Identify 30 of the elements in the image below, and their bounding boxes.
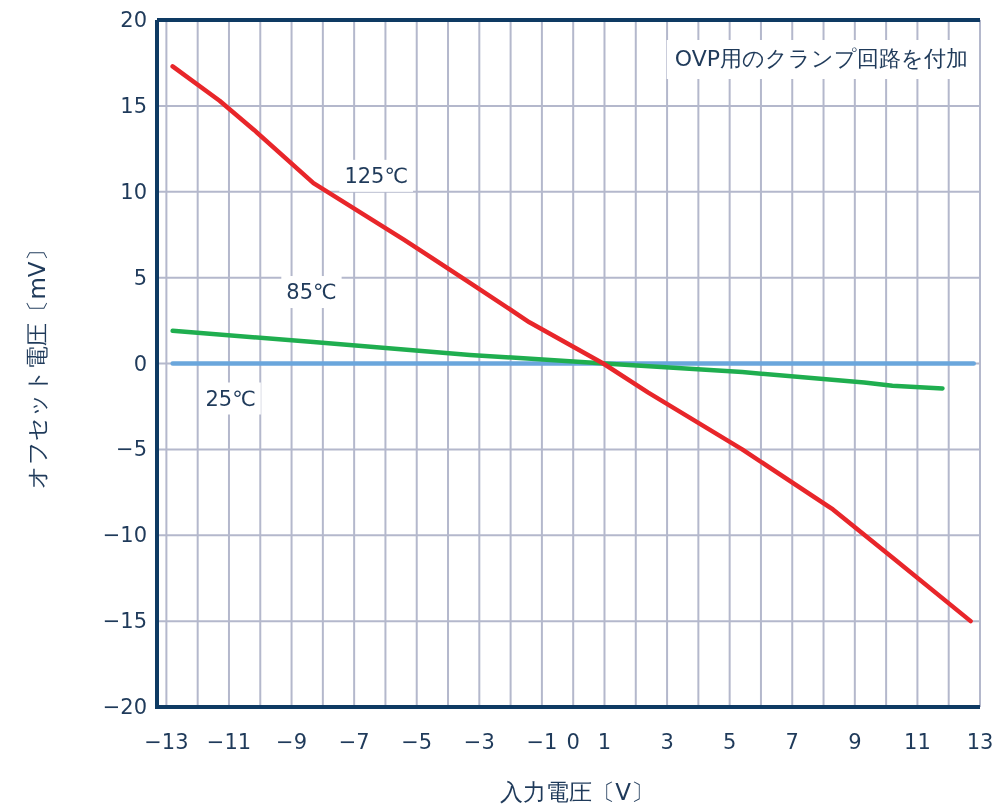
x-tick-label: −5 — [401, 730, 433, 754]
y-tick-label: 5 — [133, 265, 147, 290]
x-tick-label: 5 — [722, 730, 737, 754]
x-tick-label: 13 — [966, 730, 994, 754]
y-tick-label: 20 — [120, 8, 147, 32]
x-tick-label: 11 — [904, 730, 931, 754]
series-label: 125℃ — [344, 163, 409, 188]
x-tick-label: −11 — [206, 730, 252, 754]
x-tick-label: −9 — [276, 730, 308, 754]
y-tick-label: −10 — [102, 523, 147, 548]
y-tick-label: 10 — [120, 179, 147, 204]
y-tick-label: 0 — [133, 351, 147, 376]
series-label: 85℃ — [286, 280, 337, 305]
x-tick-label: 0 — [566, 730, 580, 754]
x-tick-label: 9 — [848, 730, 862, 754]
x-tick-label: 3 — [660, 730, 674, 754]
y-tick-label: 15 — [120, 93, 147, 118]
x-tick-label: 1 — [597, 730, 612, 754]
x-tick-label: 7 — [785, 730, 799, 754]
annotation: OVP用のクランプ回路を付加 — [674, 46, 968, 71]
series-label: 25℃ — [205, 386, 256, 411]
y-tick-label: −20 — [102, 695, 147, 719]
x-axis-title: 入力電圧〔V〕 — [500, 779, 655, 805]
x-tick-label: −1 — [526, 730, 558, 754]
x-tick-label: −13 — [144, 730, 189, 754]
y-axis-title: オフセット電圧〔mV〕 — [24, 238, 50, 489]
x-tick-label: −3 — [463, 730, 495, 754]
x-tick-label: −7 — [338, 730, 370, 754]
y-tick-label: −15 — [102, 609, 147, 634]
y-tick-label: −5 — [116, 437, 147, 462]
